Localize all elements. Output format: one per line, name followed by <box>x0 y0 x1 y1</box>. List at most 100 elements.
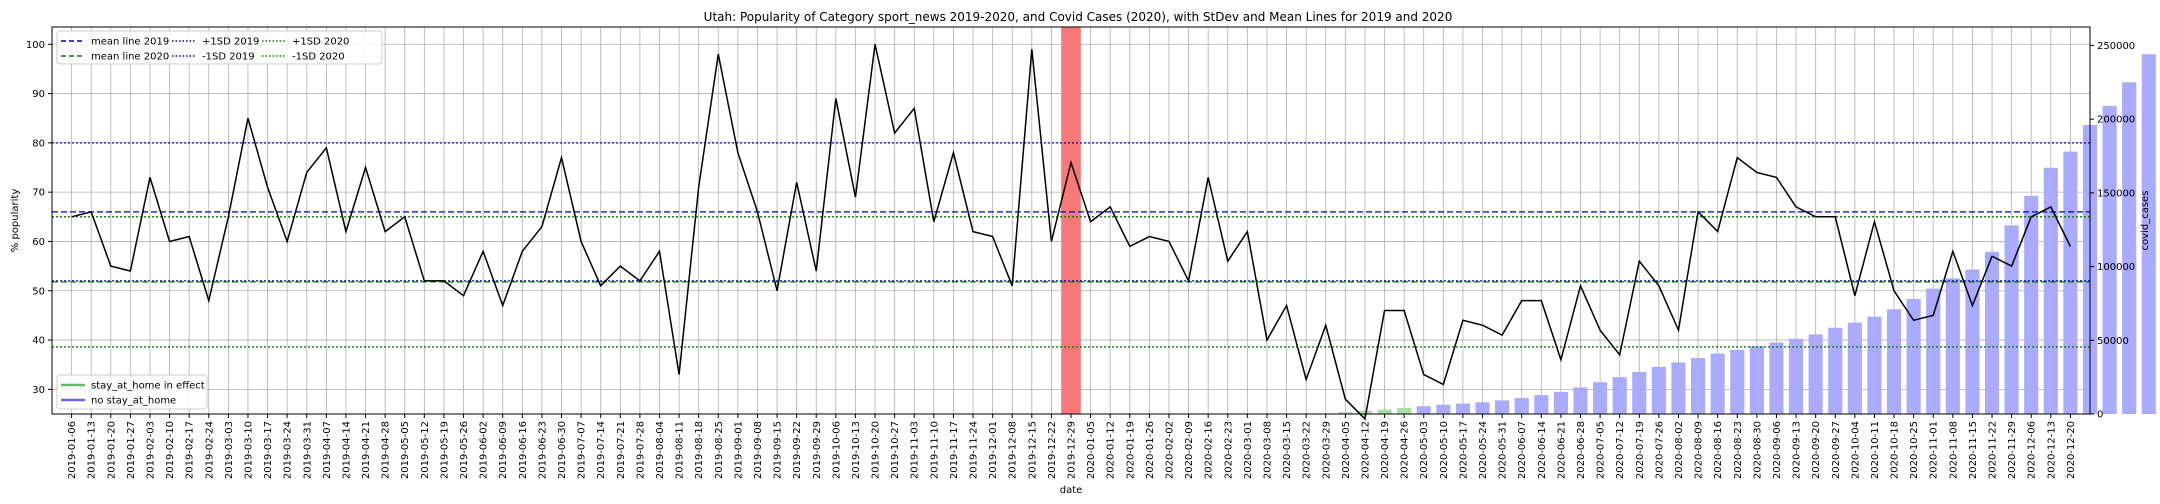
x-tick-label: 2020-05-31 <box>1498 421 1509 479</box>
x-tick-label: 2019-11-10 <box>929 421 940 479</box>
covid-bar <box>1514 398 1529 414</box>
legend-top-label: -1SD 2020 <box>292 52 345 63</box>
y2-axis-ticks: 0 50000 100000 150000 200000 250000 <box>2090 41 2135 421</box>
y-axis-ticks: 30 40 50 60 70 80 90 100 <box>26 40 52 396</box>
x-tick-label: 2020-06-21 <box>1556 421 1567 479</box>
highlight-band <box>1061 27 1081 414</box>
y2-tick-label: 200000 <box>2097 115 2135 126</box>
legend-reference-lines: mean line 2019 mean line 2020 +1SD 2019 -1S… <box>56 30 383 65</box>
x-tick-label: 2020-06-07 <box>1517 421 1528 479</box>
x-tick-label: 2019-06-30 <box>557 421 568 479</box>
x-tick-label: 2020-08-09 <box>1694 421 1705 479</box>
x-tick-label: 2020-01-05 <box>1086 421 1097 479</box>
x-tick-label: 2020-11-15 <box>1968 421 1979 479</box>
x-tick-label: 2020-04-26 <box>1400 421 1411 479</box>
covid-bar <box>1945 278 1960 414</box>
x-tick-label: 2020-01-26 <box>1145 421 1156 479</box>
legend-stay-at-home: stay_at_home in effect no stay_at_home <box>56 374 208 410</box>
legend-bottom-label: stay_at_home in effect <box>91 381 205 392</box>
covid-bar <box>1984 251 2000 414</box>
covid-bar <box>1671 362 1686 414</box>
x-tick-label: 2019-09-01 <box>733 421 744 479</box>
x-tick-label: 2020-07-12 <box>1615 421 1626 479</box>
legend-top-label: +1SD 2020 <box>292 37 349 48</box>
x-tick-label: 2020-03-15 <box>1282 421 1293 479</box>
covid-bar <box>1338 412 1353 414</box>
y-tick-label: 60 <box>32 237 45 248</box>
legend-top-label: mean line 2019 <box>91 37 169 48</box>
y2-tick-label: 150000 <box>2097 188 2135 199</box>
x-tick-label: 2020-06-28 <box>1576 421 1587 479</box>
x-tick-label: 2020-11-29 <box>2007 421 2018 479</box>
x-tick-label: 2020-05-17 <box>1458 421 1469 479</box>
x-tick-label: 2019-03-17 <box>263 421 274 479</box>
covid-cases-bars <box>1318 54 2156 415</box>
x-tick-label: 2019-12-15 <box>1027 421 1038 479</box>
x-tick-label: 2019-07-14 <box>596 421 607 479</box>
x-tick-label: 2020-09-27 <box>1831 421 1842 479</box>
x-tick-label: 2019-09-29 <box>812 421 823 479</box>
x-tick-label: 2020-02-09 <box>1184 421 1195 479</box>
x-tick-label: 2019-08-25 <box>714 421 725 479</box>
x-tick-label: 2020-08-16 <box>1713 421 1724 479</box>
x-axis-ticks: 2019-01-06 2019-01-13 2019-01-20 2019-01-27… <box>67 414 2077 479</box>
y-tick-label: 90 <box>32 89 45 100</box>
x-tick-label: 2020-07-05 <box>1596 421 1607 479</box>
x-tick-label: 2020-09-06 <box>1772 421 1783 479</box>
x-tick-label: 2019-08-04 <box>655 421 666 479</box>
x-tick-label: 2019-01-06 <box>67 421 78 479</box>
covid-bar <box>1397 407 1412 414</box>
x-tick-label: 2019-03-31 <box>302 421 313 479</box>
x-tick-label: 2019-12-01 <box>988 421 999 479</box>
covid-bar <box>2024 195 2039 414</box>
covid-bar <box>1593 382 1608 414</box>
chart-title: Utah: Popularity of Category sport_news … <box>704 10 1453 24</box>
covid-bar <box>1730 349 1745 414</box>
x-tick-label: 2020-10-25 <box>1909 421 1920 479</box>
y2-axis-label: covid_cases <box>2140 191 2151 251</box>
x-tick-label: 2019-05-05 <box>400 421 411 479</box>
covid-bar <box>2141 54 2156 414</box>
x-tick-label: 2020-03-22 <box>1302 421 1313 479</box>
x-tick-label: 2020-02-23 <box>1223 421 1234 479</box>
x-tick-label: 2019-04-14 <box>341 421 352 479</box>
x-tick-label: 2019-06-02 <box>479 421 490 479</box>
x-tick-label: 2019-07-07 <box>577 421 588 479</box>
covid-bar <box>1886 309 1902 414</box>
covid-bar <box>1495 400 1510 414</box>
y2-tick-label: 0 <box>2097 410 2103 421</box>
x-tick-label: 2019-02-24 <box>204 421 215 479</box>
y2-tick-label: 50000 <box>2097 336 2129 347</box>
y-tick-label: 70 <box>32 188 45 199</box>
x-tick-label: 2020-09-20 <box>1811 421 1822 479</box>
x-tick-label: 2019-03-10 <box>243 421 254 479</box>
x-tick-label: 2019-06-23 <box>537 421 548 479</box>
x-tick-label: 2020-10-04 <box>1850 421 1861 479</box>
x-tick-label: 2020-05-10 <box>1439 421 1450 479</box>
x-tick-label: 2020-07-26 <box>1654 421 1665 479</box>
covid-bar <box>1691 357 1706 414</box>
covid-bar <box>2122 82 2137 415</box>
x-tick-label: 2019-08-18 <box>694 421 705 479</box>
x-tick-label: 2019-05-12 <box>420 421 431 479</box>
x-tick-label: 2019-11-17 <box>949 421 960 479</box>
x-tick-label: 2020-08-02 <box>1674 421 1685 479</box>
legend-bottom-box <box>56 374 208 410</box>
y-tick-label: 80 <box>32 138 45 149</box>
x-tick-label: 2020-04-12 <box>1360 421 1371 479</box>
covid-bar <box>2063 151 2078 414</box>
x-tick-label: 2020-11-01 <box>1929 421 1940 479</box>
covid-bar <box>1789 338 1804 414</box>
x-tick-label: 2019-07-21 <box>616 421 627 479</box>
x-tick-label: 2019-01-27 <box>126 421 137 479</box>
x-tick-label: 2019-02-03 <box>145 421 156 479</box>
x-tick-label: 2020-01-19 <box>1125 421 1136 479</box>
x-tick-label: 2019-12-29 <box>1067 421 1078 479</box>
legend-bottom-label: no stay_at_home <box>91 396 176 407</box>
x-tick-label: 2019-08-11 <box>675 421 686 479</box>
x-tick-label: 2020-09-13 <box>1792 421 1803 479</box>
x-tick-label: 2020-03-08 <box>1262 421 1273 479</box>
x-tick-label: 2020-04-05 <box>1341 421 1352 479</box>
x-tick-label: 2019-02-17 <box>185 421 196 479</box>
x-tick-label: 2019-06-09 <box>498 421 509 479</box>
